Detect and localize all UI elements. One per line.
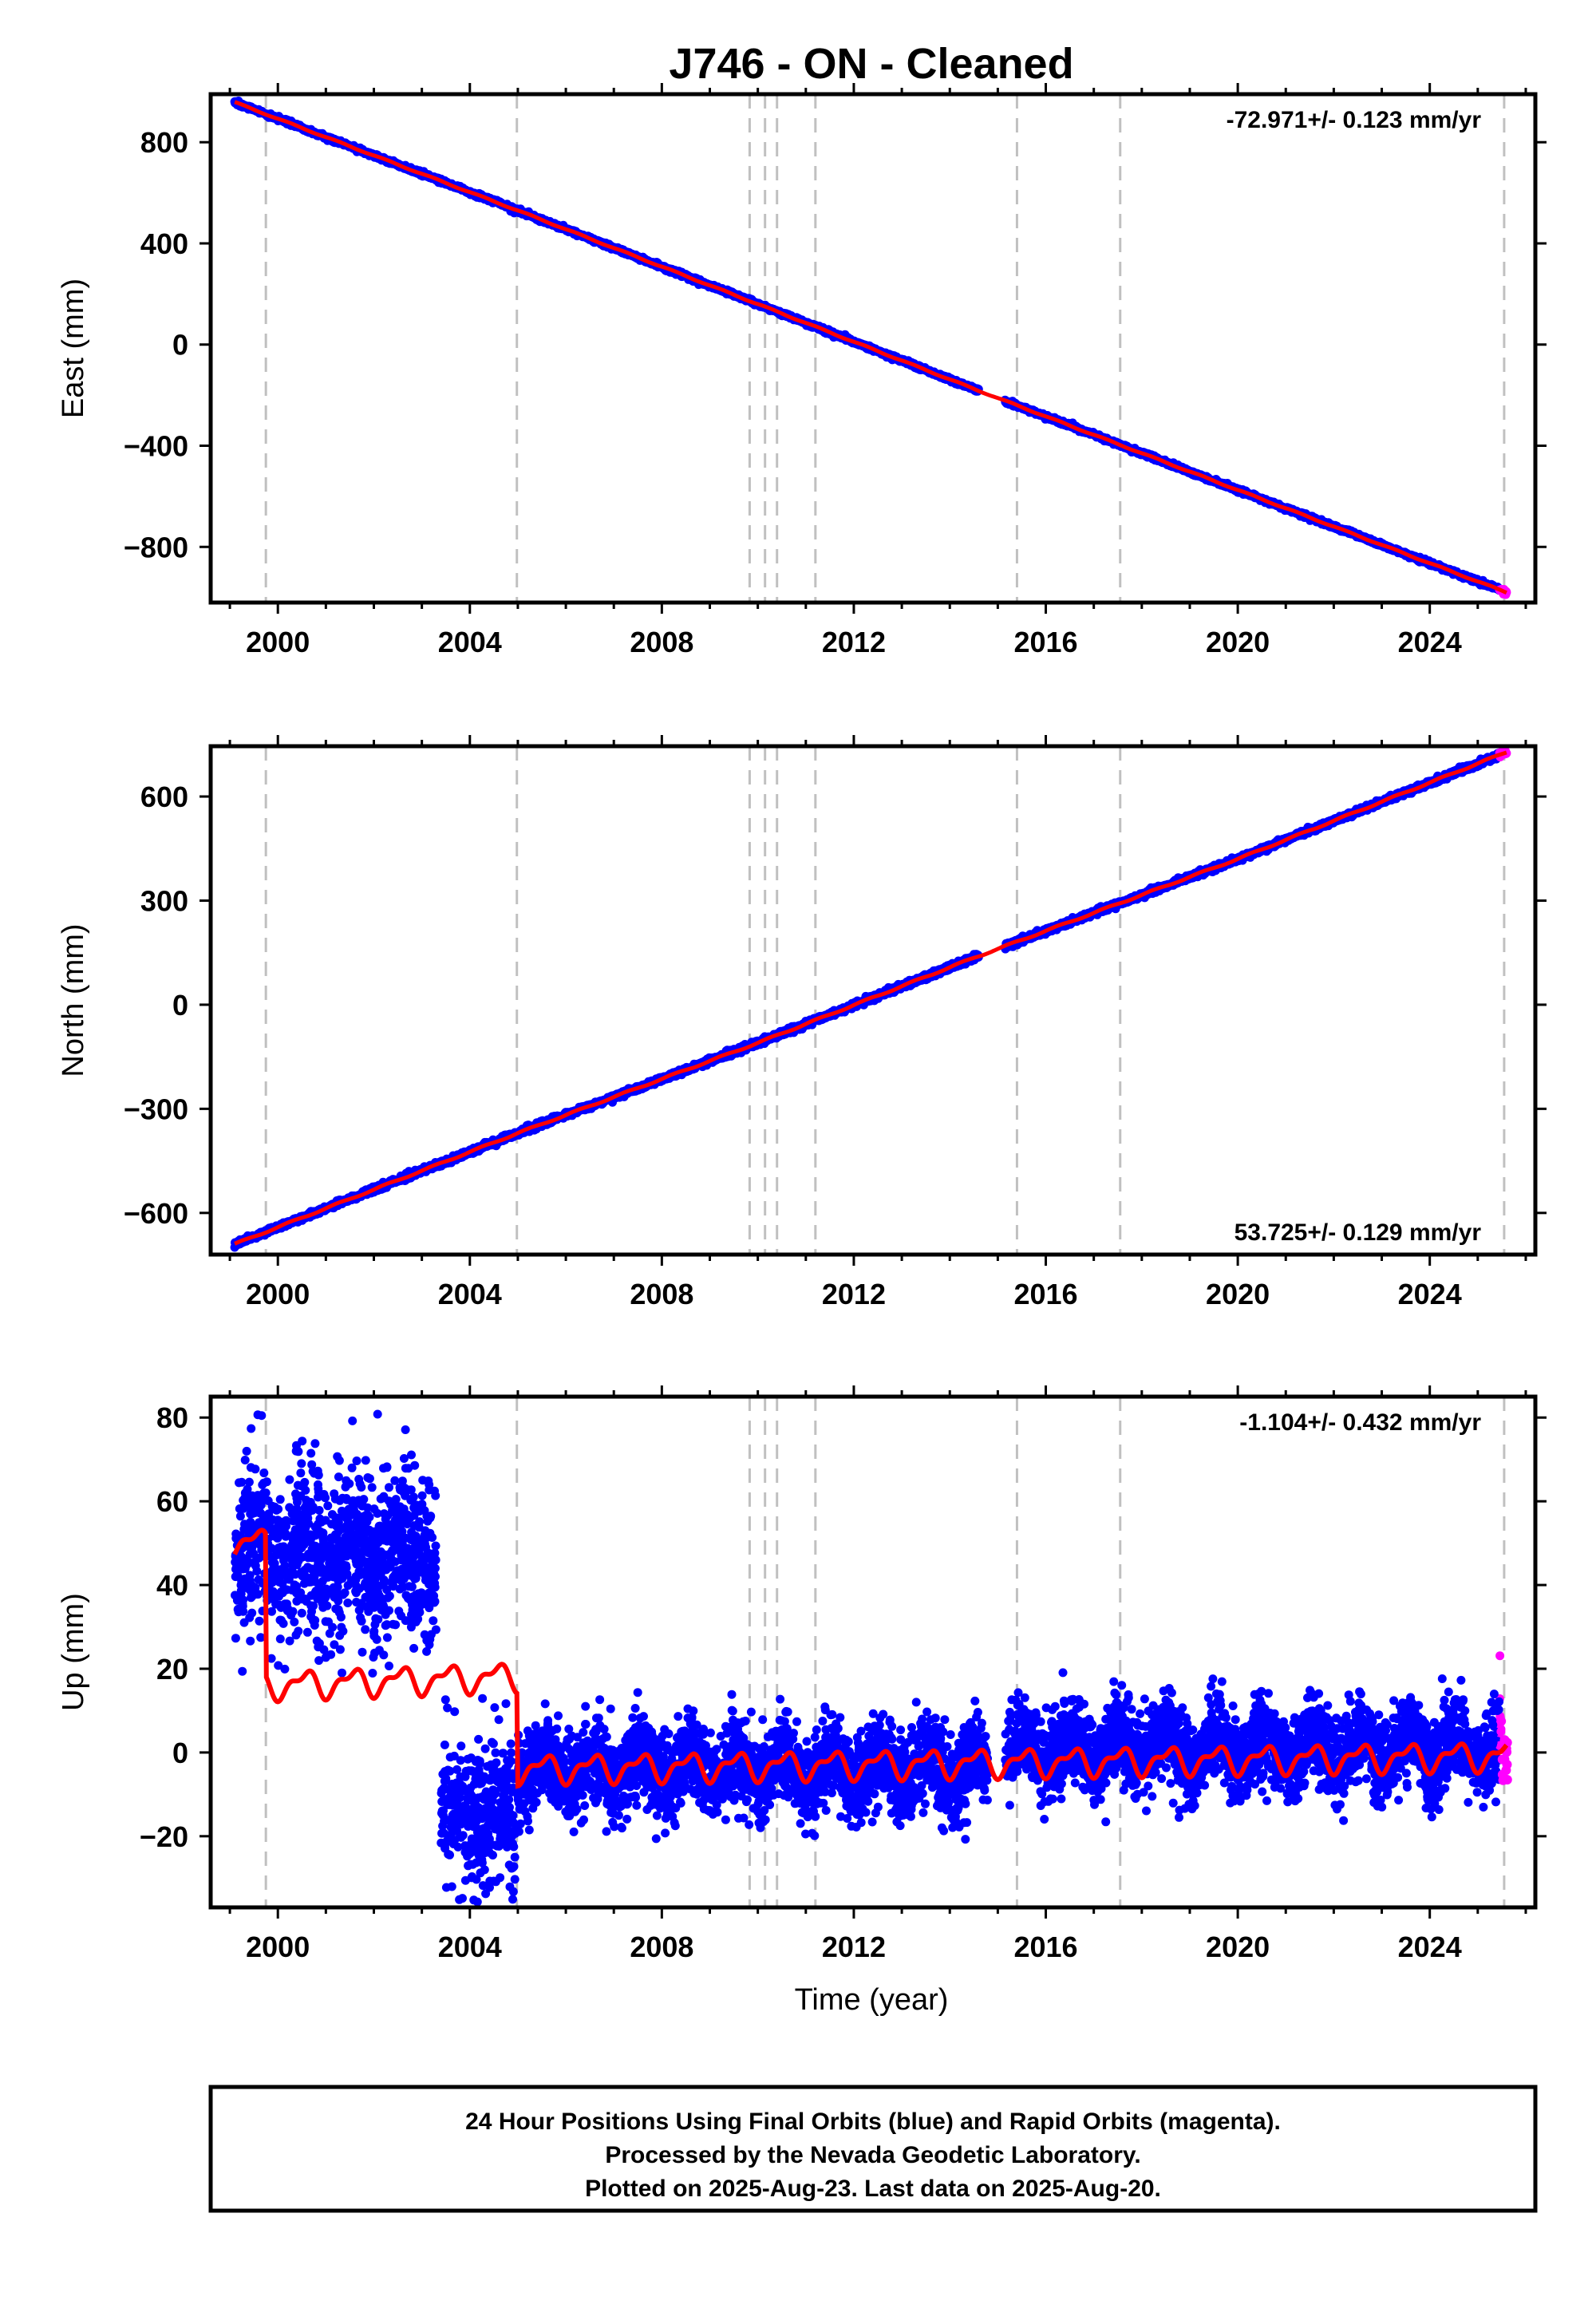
y-tick-label: 400	[140, 227, 188, 260]
plot-title: J746 - ON - Cleaned	[669, 40, 1073, 88]
rate-label: -72.971+/- 0.123 mm/yr	[1227, 107, 1482, 133]
y-tick-label: −400	[124, 430, 188, 463]
model-group	[234, 100, 1507, 595]
x-tick-label: 2004	[438, 626, 502, 658]
y-tick-label: 0	[172, 329, 188, 362]
plot-frame	[208, 92, 1538, 605]
model-line	[234, 100, 1507, 595]
x-tick-label: 2000	[246, 626, 310, 658]
x-tick-label: 2016	[1013, 626, 1077, 658]
y-tick-label: 800	[140, 126, 188, 159]
y-axis-label: East (mm)	[57, 279, 90, 418]
x-tick-label: 2012	[822, 626, 886, 658]
y-tick-label: −800	[124, 531, 188, 563]
x-tick-label: 2008	[630, 626, 693, 658]
x-tick-label: 2024	[1398, 626, 1462, 658]
east-panel: 2000 2004 2008 2012 2016 2020 2024 800 400 0 −400 −…	[57, 83, 1547, 658]
x-tick-label: 2020	[1206, 626, 1270, 658]
north-panel: 2000 2004 2008 2012 2016 2020 20246003000−300−…	[57, 735, 1547, 1310]
